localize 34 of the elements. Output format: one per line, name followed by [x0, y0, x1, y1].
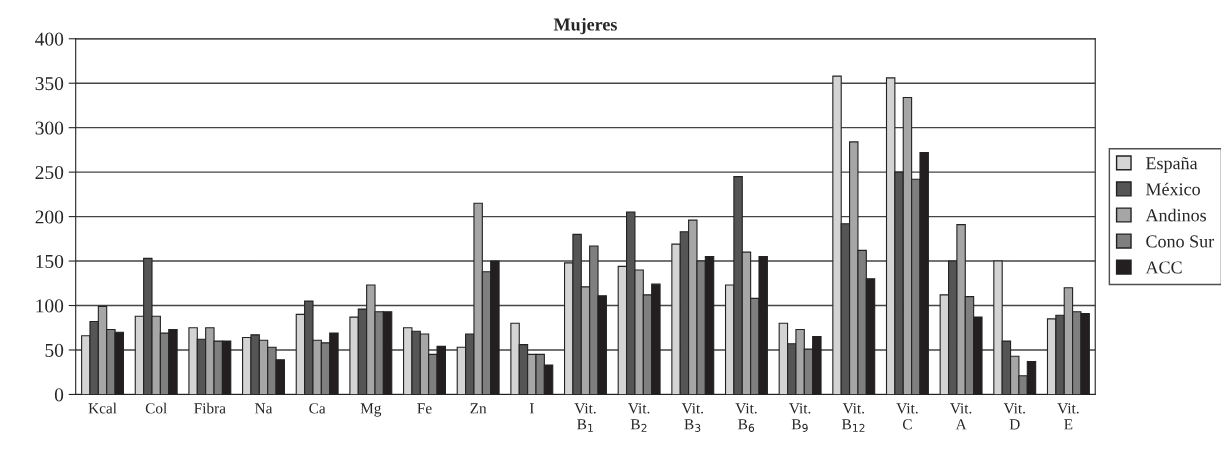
y-tick-label: 100	[36, 299, 64, 313]
y-tick-label: 0	[54, 388, 64, 402]
legend-label: ACC	[1145, 261, 1182, 274]
y-tick-label: 350	[35, 77, 64, 91]
x-tick-label: Vit. D	[1003, 403, 1025, 430]
x-tick-label: Vit. B$_{2}$	[628, 403, 650, 432]
x-tick-label: Vit. B$_{9}$	[789, 403, 811, 432]
x-tick-label: Fibra	[194, 402, 226, 414]
x-tick-label: Kcal	[88, 402, 117, 414]
x-tick-label: Zn	[470, 403, 487, 414]
y-tick-label: 250	[35, 165, 64, 180]
y-tick-label: 50	[45, 343, 64, 357]
x-tick-label: I	[529, 403, 534, 414]
y-tick-label: 400	[35, 32, 64, 46]
x-tick-label: Vit. E	[1057, 403, 1079, 430]
x-tick-label: Col	[145, 402, 167, 414]
x-tick-label: Mg	[360, 403, 382, 417]
legend-label: México	[1145, 182, 1200, 196]
legend-label: Cono Sur	[1146, 235, 1215, 248]
y-tick-label: 200	[35, 210, 64, 224]
x-tick-label: Fe	[417, 403, 432, 414]
x-tick-label: Vit. C	[896, 403, 918, 430]
x-tick-label: Vit. B$_{12}$	[841, 403, 865, 432]
legend-label: Andinos	[1145, 208, 1207, 222]
x-tick-label: Vit. A	[950, 403, 972, 430]
x-tick-label: Na	[255, 403, 273, 414]
x-tick-label: Vit. B$_{1}$	[574, 403, 596, 432]
y-tick-label: 300	[35, 121, 64, 135]
chart-title: Mujeres	[553, 17, 617, 35]
y-tick-label: 150	[36, 254, 64, 268]
legend-label: España	[1145, 156, 1198, 174]
x-tick-label: Ca	[309, 403, 326, 414]
x-tick-label: Vit. B$_{6}$	[735, 403, 757, 432]
x-tick-label: Vit. B$_{3}$	[681, 403, 703, 432]
